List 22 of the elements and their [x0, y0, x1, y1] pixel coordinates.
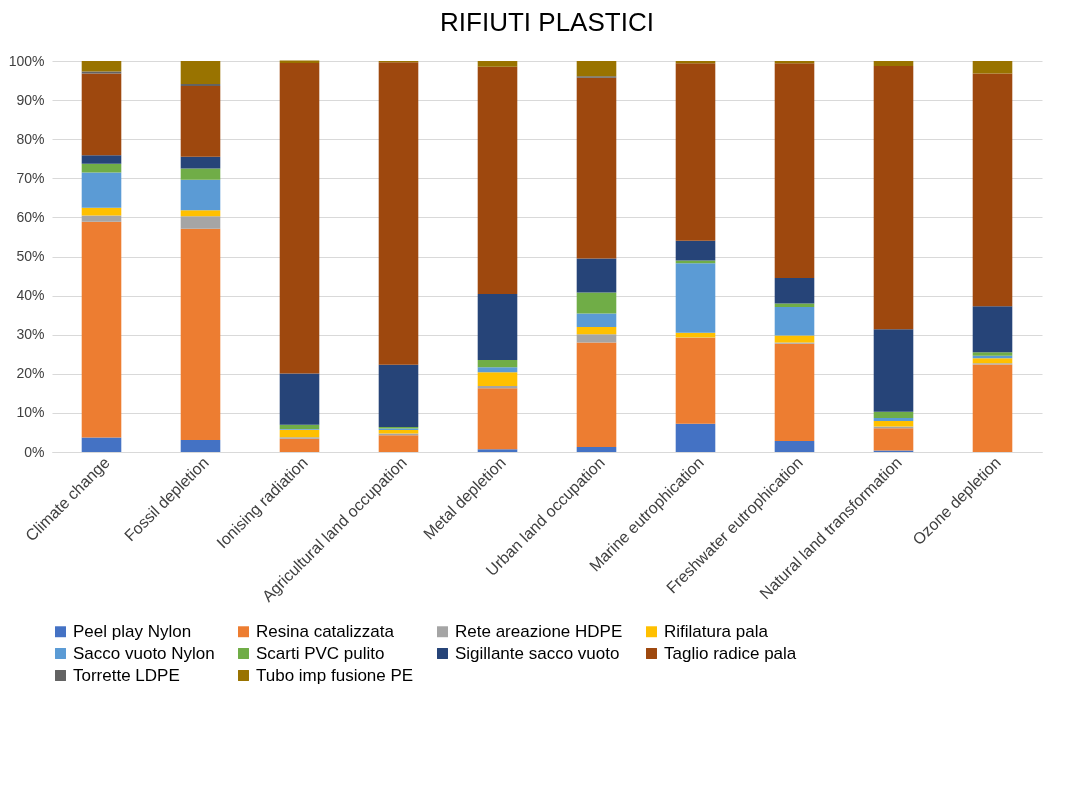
legend-label: Rifilatura pala [664, 621, 769, 641]
y-tick-label: 100% [8, 52, 45, 69]
legend-label: Rete areazione HDPE [455, 621, 623, 641]
y-tick-label: 90% [16, 91, 45, 108]
legend-label: Torrette LDPE [73, 665, 180, 685]
legend-label: Sigillante sacco vuoto [455, 643, 620, 663]
y-tick-label: 10% [16, 404, 45, 421]
y-tick-label: 30% [16, 326, 45, 343]
legend-label: Scarti PVC pulito [256, 643, 385, 663]
legend-label: Sacco vuoto Nylon [73, 643, 215, 663]
y-tick-label: 70% [16, 169, 45, 186]
legend-label: Peel play Nylon [73, 621, 192, 641]
y-tick-label: 0% [24, 443, 45, 460]
chart-title: RIFIUTI PLASTICI [440, 7, 654, 37]
y-tick-label: 20% [16, 365, 45, 382]
y-tick-label: 80% [16, 130, 45, 147]
legend-label: Tubo imp fusione PE [256, 665, 414, 685]
legend-label: Taglio radice pala [664, 643, 797, 663]
y-tick-label: 40% [16, 287, 45, 304]
legend-label: Resina catalizzata [256, 621, 395, 641]
y-tick-label: 50% [16, 248, 45, 264]
y-tick-label: 60% [16, 208, 45, 225]
